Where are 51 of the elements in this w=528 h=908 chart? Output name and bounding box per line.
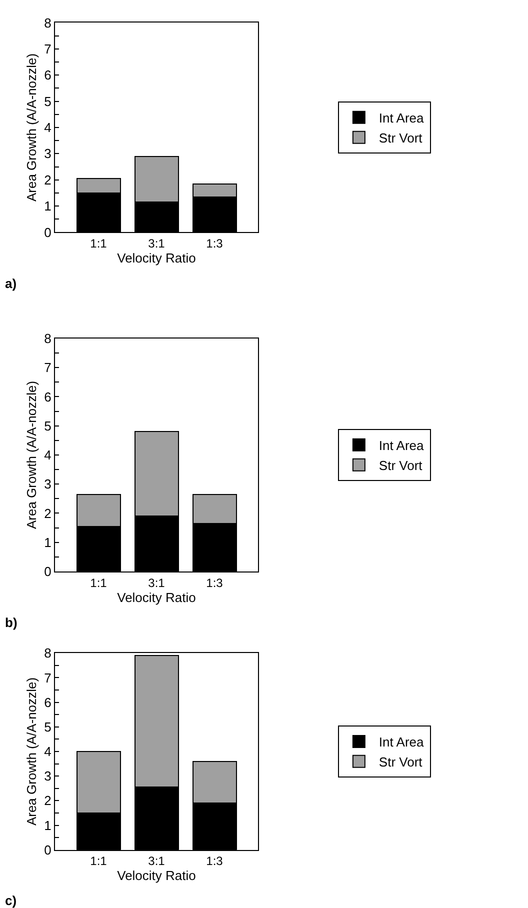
y-tick-label: 3: [44, 768, 52, 784]
y-tick-label: 5: [44, 418, 52, 434]
x-axis-title: Velocity Ratio: [117, 590, 196, 605]
y-tick-label: 0: [44, 564, 52, 580]
x-tick-label: 1:3: [206, 576, 224, 590]
x-tick-label: 1:3: [206, 854, 224, 868]
y-tick-label: 1: [44, 818, 52, 833]
y-tick-label: 8: [44, 330, 52, 346]
x-tick-label: 1:3: [206, 236, 224, 251]
y-tick-label: 7: [44, 360, 52, 376]
y-axis-title: Area Growth (A/A-nozzle): [24, 677, 40, 826]
y-tick-label: 4: [44, 448, 52, 463]
y-tick-label: 7: [44, 41, 52, 56]
y-tick-label: 4: [44, 120, 52, 136]
y-tick-label: 2: [44, 793, 52, 808]
x-axis-title: Velocity Ratio: [117, 250, 196, 266]
y-tick-label: 8: [44, 646, 52, 661]
y-tick-label: 6: [44, 68, 52, 83]
y-tick-label: 1: [44, 198, 52, 214]
x-tick-label: 3:1: [148, 576, 166, 590]
x-tick-label: 1:1: [90, 854, 108, 868]
legend-label: Str Vort: [378, 754, 423, 770]
y-axis-title: Area Growth (A/A-nozzle): [24, 53, 40, 202]
y-tick-label: 7: [44, 670, 52, 686]
y-tick-label: 3: [44, 146, 52, 162]
x-tick-label: 3:1: [148, 854, 166, 868]
legend-label: Int Area: [378, 734, 424, 750]
legend-label: Str Vort: [378, 458, 423, 473]
y-tick-label: 2: [44, 506, 52, 521]
y-tick-label: 3: [44, 476, 52, 492]
y-tick-label: 4: [44, 744, 52, 760]
y-axis-title: Area Growth (A/A-nozzle): [24, 380, 40, 530]
y-tick-label: 6: [44, 389, 52, 404]
legend-label: Int Area: [378, 438, 424, 453]
legend-label: Str Vort: [378, 130, 423, 146]
y-tick-label: 2: [44, 172, 52, 188]
text: b): [5, 615, 18, 630]
x-axis-title: Velocity Ratio: [117, 868, 196, 884]
x-tick-label: 1:1: [90, 576, 108, 590]
y-tick-label: 0: [44, 842, 52, 858]
y-tick-label: 8: [44, 15, 52, 30]
text: c): [5, 893, 17, 908]
x-tick-label: 1:1: [90, 236, 108, 251]
y-tick-label: 0: [44, 224, 52, 240]
y-tick-label: 5: [44, 94, 52, 109]
text: a): [5, 276, 17, 291]
y-tick-label: 1: [44, 534, 52, 550]
legend-label: Int Area: [378, 110, 424, 126]
x-tick-label: 3:1: [148, 236, 166, 251]
y-tick-label: 5: [44, 719, 52, 734]
y-tick-label: 6: [44, 694, 52, 710]
